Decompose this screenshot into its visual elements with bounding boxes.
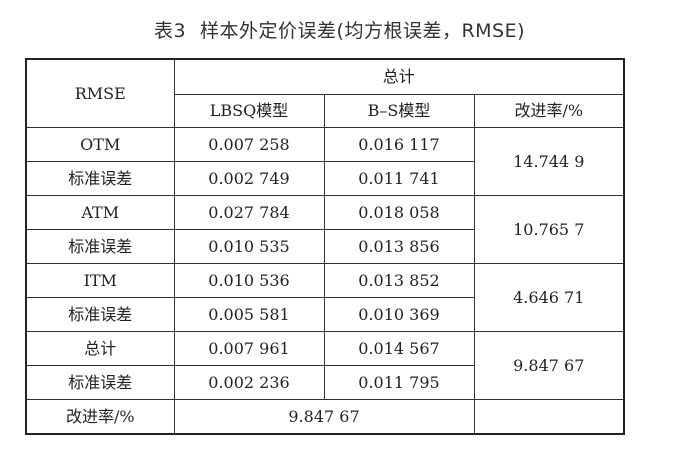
cell-lbsq: 0.007 258	[173, 127, 325, 162]
cell-bs: 0.014 567	[323, 331, 475, 366]
cell-bs: 0.013 852	[323, 263, 475, 298]
column-header-improvement: 改进率/%	[473, 94, 625, 128]
row-label: 总计	[25, 331, 175, 366]
row-label: ATM	[25, 195, 175, 230]
table-row: ATM 0.027 784 0.018 058 10.765 7	[25, 195, 625, 264]
cell-lbsq: 0.027 784	[173, 195, 325, 230]
cell-bs: 0.010 369	[323, 297, 475, 332]
row-label: 标准误差	[25, 229, 175, 264]
cell-bs: 0.013 856	[323, 229, 475, 264]
footer-row: 改进率/% 9.847 67	[25, 399, 625, 435]
cell-improvement: 4.646 71	[473, 263, 625, 332]
table-row: ITM 0.010 536 0.013 852 4.646 71	[25, 263, 625, 332]
table-row: OTM 0.007 258 0.016 117 14.744 9	[25, 127, 625, 196]
row-label: 标准误差	[25, 161, 175, 196]
table-row: 标准误差 0.005 581 0.010 369	[25, 297, 624, 332]
row-label: ITM	[25, 263, 175, 298]
table-row: 标准误差 0.002 749 0.011 741	[25, 161, 624, 196]
cell-lbsq: 0.005 581	[173, 297, 325, 332]
cell-bs: 0.018 058	[323, 195, 475, 230]
cell-lbsq: 0.002 236	[173, 365, 325, 400]
header-row-1: RMSE 总计	[25, 58, 625, 128]
column-header-lbsq: LBSQ模型	[173, 94, 325, 128]
cell-lbsq: 0.010 535	[173, 229, 325, 264]
cell-improvement: 10.765 7	[473, 195, 625, 264]
rmse-table: RMSE 总计 LBSQ模型 B–S模型 改进率/% OTM 0.007 258…	[25, 58, 625, 435]
cell-bs: 0.016 117	[323, 127, 475, 162]
table-row: 标准误差 0.010 535 0.013 856	[25, 229, 624, 264]
cell-lbsq: 0.010 536	[173, 263, 325, 298]
cell-lbsq: 0.007 961	[173, 331, 325, 366]
footer-value: 9.847 67	[173, 399, 475, 435]
column-header-bs: B–S模型	[323, 94, 475, 128]
row-label: 标准误差	[25, 365, 175, 400]
cell-improvement: 14.744 9	[473, 127, 625, 196]
cell-lbsq: 0.002 749	[173, 161, 325, 196]
row-label: 标准误差	[25, 297, 175, 332]
cell-bs: 0.011 741	[323, 161, 475, 196]
row-header-cell: RMSE	[25, 58, 175, 128]
footer-label: 改进率/%	[25, 399, 175, 435]
group-header-cell: 总计	[173, 58, 625, 95]
table-row: 标准误差 0.002 236 0.011 795	[25, 365, 624, 400]
cell-improvement: 9.847 67	[473, 331, 625, 400]
table-title: 样本外定价误差(均方根误差，RMSE)	[200, 20, 526, 42]
table-caption: 表3 样本外定价误差(均方根误差，RMSE)	[0, 16, 679, 43]
table-number: 表3	[153, 20, 187, 42]
footer-empty-cell	[473, 399, 625, 435]
header-row-2: LBSQ模型 B–S模型 改进率/%	[26, 94, 625, 128]
cell-bs: 0.011 795	[323, 365, 475, 400]
row-label: OTM	[25, 127, 175, 162]
table-row: 总计 0.007 961 0.014 567 9.847 67	[25, 331, 625, 400]
